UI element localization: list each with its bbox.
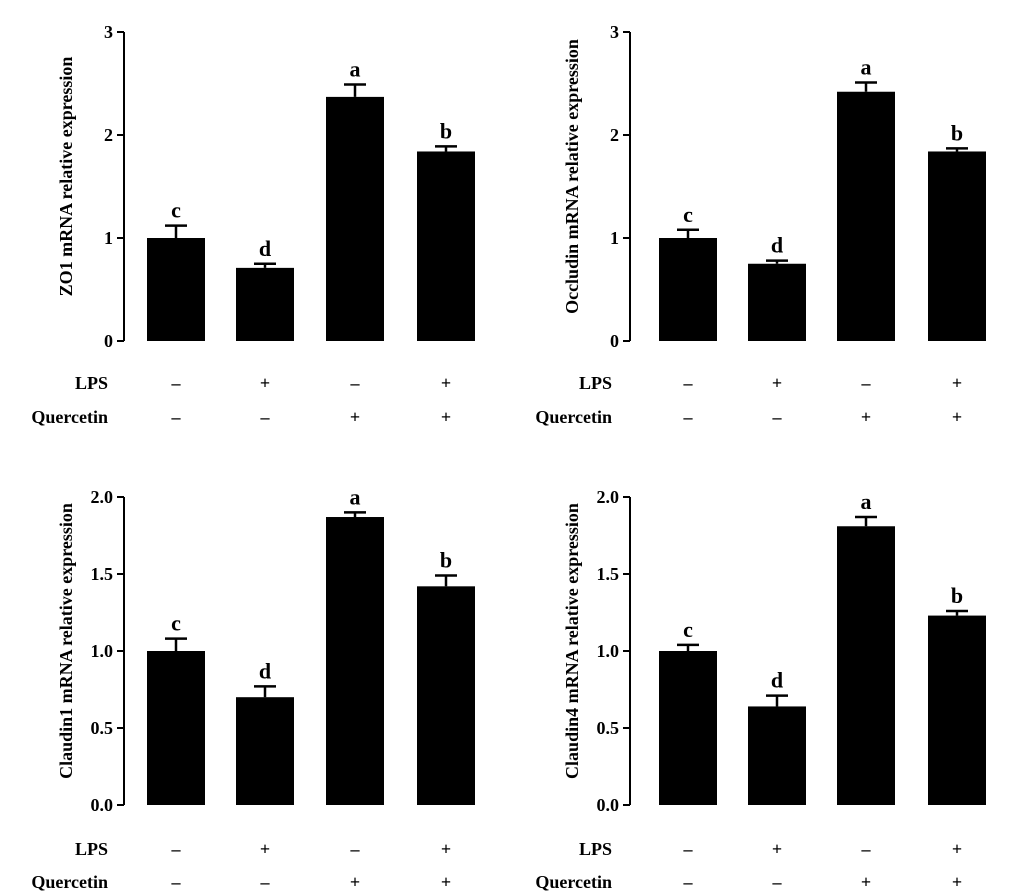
y-tick-label: 0.5: [91, 718, 114, 738]
y-tick-label: 1.0: [91, 641, 114, 661]
treatment-sign: –: [683, 872, 694, 892]
significance-label: c: [683, 617, 693, 642]
treatment-sign: +: [441, 407, 451, 427]
treatment-sign: –: [350, 839, 361, 859]
chart-panel-top-left: 0 1 2 3 ZO1 mRNA relative expression c d a b LPS –…: [31, 22, 475, 427]
bar-control: [659, 238, 717, 341]
y-tick-label: 2: [104, 125, 113, 145]
y-tick-label: 2: [610, 125, 619, 145]
y-axis-title: ZO1 mRNA relative expression: [56, 57, 76, 297]
treatment-row-label: LPS: [579, 373, 612, 393]
y-axis-title: Occludin mRNA relative expression: [562, 39, 582, 314]
bar-control: [147, 238, 205, 341]
treatment-sign: +: [441, 373, 451, 393]
bar-quercetin: [326, 96, 384, 341]
bar-lps: [748, 263, 806, 341]
treatment-sign: +: [350, 407, 360, 427]
treatment-sign: –: [772, 872, 783, 892]
treatment-sign: +: [952, 872, 962, 892]
significance-label: a: [861, 489, 872, 514]
bar-quercetin: [326, 517, 384, 805]
treatment-sign: –: [861, 839, 872, 859]
bar-control: [147, 651, 205, 805]
bar-control: [659, 651, 717, 805]
y-tick-label: 0: [104, 331, 113, 351]
bar-lps-quercetin: [417, 586, 475, 805]
bar-lps: [748, 706, 806, 805]
y-tick-label: 0.5: [597, 718, 620, 738]
treatment-row-label: Quercetin: [31, 872, 108, 892]
y-tick-label: 1: [104, 228, 113, 248]
treatment-sign: +: [441, 872, 451, 892]
y-tick-label: 0.0: [597, 795, 620, 815]
bar-lps-quercetin: [928, 615, 986, 805]
significance-label: c: [683, 202, 693, 227]
significance-label: d: [771, 668, 783, 693]
significance-label: a: [350, 484, 361, 509]
treatment-sign: –: [683, 407, 694, 427]
treatment-row-label: LPS: [75, 839, 108, 859]
treatment-sign: –: [171, 872, 182, 892]
treatment-row-label: LPS: [75, 373, 108, 393]
significance-label: a: [350, 57, 361, 82]
y-tick-label: 2.0: [597, 487, 620, 507]
treatment-sign: –: [260, 872, 271, 892]
y-tick-label: 2.0: [91, 487, 114, 507]
treatment-sign: –: [683, 839, 694, 859]
treatment-sign: –: [260, 407, 271, 427]
treatment-sign: +: [861, 407, 871, 427]
treatment-row-label: Quercetin: [535, 407, 612, 427]
significance-label: d: [259, 236, 271, 261]
bar-lps: [236, 267, 294, 341]
treatment-sign: +: [952, 407, 962, 427]
treatment-sign: +: [260, 373, 270, 393]
y-tick-label: 1: [610, 228, 619, 248]
significance-label: d: [259, 658, 271, 683]
significance-label: a: [861, 54, 872, 79]
treatment-sign: +: [952, 839, 962, 859]
significance-label: c: [171, 198, 181, 223]
y-tick-label: 0.0: [91, 795, 114, 815]
bar-quercetin: [837, 91, 895, 342]
chart-panel-top-right: 0 1 2 3 Occludin mRNA relative expression c d a…: [535, 22, 986, 427]
y-tick-label: 3: [104, 22, 113, 42]
treatment-sign: +: [350, 872, 360, 892]
y-tick-label: 1.5: [91, 564, 114, 584]
treatment-sign: –: [683, 373, 694, 393]
bar-lps-quercetin: [928, 151, 986, 341]
y-axis-title: Claudin4 mRNA relative expression: [562, 503, 582, 779]
treatment-sign: +: [260, 839, 270, 859]
treatment-row-label: LPS: [579, 839, 612, 859]
y-tick-label: 1.0: [597, 641, 620, 661]
chart-panel-bottom-left: 0.0 0.5 1.0 1.5 2.0 Claudin1 mRNA relative ex…: [31, 484, 475, 892]
significance-label: b: [951, 120, 963, 145]
treatment-sign: –: [772, 407, 783, 427]
bar-lps-quercetin: [417, 151, 475, 341]
bar-lps: [236, 697, 294, 805]
y-tick-label: 1.5: [597, 564, 620, 584]
treatment-row-label: Quercetin: [535, 872, 612, 892]
significance-label: b: [951, 583, 963, 608]
treatment-sign: +: [772, 839, 782, 859]
treatment-sign: +: [441, 839, 451, 859]
y-axis-title: Claudin1 mRNA relative expression: [56, 503, 76, 779]
treatment-sign: –: [171, 407, 182, 427]
treatment-sign: –: [171, 373, 182, 393]
treatment-sign: +: [861, 872, 871, 892]
treatment-row-label: Quercetin: [31, 407, 108, 427]
significance-label: d: [771, 233, 783, 258]
chart-panel-bottom-right: 0.0 0.5 1.0 1.5 2.0 Claudin4 mRNA relative ex…: [535, 487, 986, 892]
treatment-sign: +: [952, 373, 962, 393]
significance-label: b: [440, 118, 452, 143]
treatment-sign: –: [350, 373, 361, 393]
significance-label: b: [440, 548, 452, 573]
treatment-sign: +: [772, 373, 782, 393]
significance-label: c: [171, 611, 181, 636]
y-tick-label: 0: [610, 331, 619, 351]
bar-quercetin: [837, 526, 895, 805]
treatment-sign: –: [171, 839, 182, 859]
y-tick-label: 3: [610, 22, 619, 42]
treatment-sign: –: [861, 373, 872, 393]
